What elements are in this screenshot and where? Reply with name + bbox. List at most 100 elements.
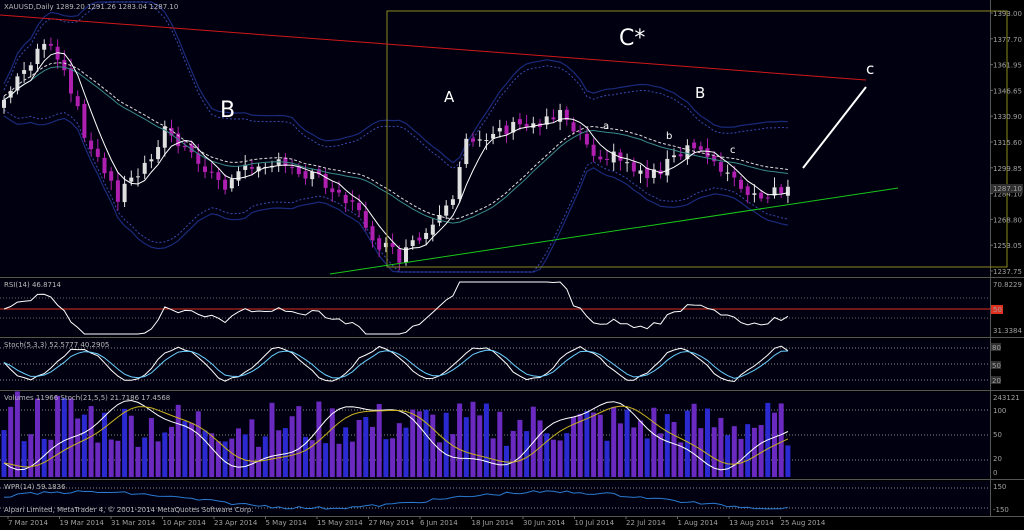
volume-bar xyxy=(591,412,597,477)
wave-label-C-star: C* xyxy=(619,26,645,51)
volume-bar xyxy=(550,439,556,477)
volume-bar xyxy=(631,427,637,477)
volume-bar xyxy=(725,435,731,477)
volume-bar xyxy=(571,416,576,477)
volume-bar xyxy=(128,415,134,477)
candle-body xyxy=(256,166,261,172)
candle-body xyxy=(484,140,489,142)
price-axis-label: 1346.65 xyxy=(993,87,1022,95)
candle-body xyxy=(497,128,502,132)
candle-body xyxy=(752,193,757,195)
wave-label-c-big: c xyxy=(866,60,874,78)
volume-bar xyxy=(383,439,389,477)
time-axis-label: 6 Jun 2014 xyxy=(420,519,458,527)
volume-bar xyxy=(236,428,241,477)
candle-body xyxy=(424,232,429,239)
candle-body xyxy=(718,161,723,172)
volume-bar xyxy=(597,414,603,477)
wave-label-a-small: a xyxy=(603,121,609,132)
volume-bar xyxy=(249,419,255,477)
volume-bar xyxy=(544,433,550,477)
candle-body xyxy=(357,202,362,211)
cci-panel[interactable] xyxy=(0,481,990,515)
support-trendline[interactable] xyxy=(329,187,899,275)
stoch-tag-20: 20 xyxy=(992,377,1001,385)
volume-bar xyxy=(102,412,107,477)
candle-body xyxy=(739,179,743,189)
candle-body xyxy=(504,125,509,135)
volume-bar xyxy=(135,446,141,477)
wave-label-A: A xyxy=(444,88,455,106)
candle-body xyxy=(363,211,368,228)
candle-body xyxy=(249,166,254,169)
candle-body xyxy=(189,144,194,153)
watermark: Alpari Limited, MetaTrader 4, © 2001-201… xyxy=(4,506,254,514)
candle-body xyxy=(779,187,784,194)
volume-bar xyxy=(142,437,148,477)
price-axis-label: 1253.05 xyxy=(993,242,1022,250)
volume-bar xyxy=(698,428,704,477)
volume-bar xyxy=(778,403,784,477)
volume-bar xyxy=(75,418,81,477)
volume-bar xyxy=(678,442,684,477)
volume-bar xyxy=(28,434,34,477)
volume-bar xyxy=(148,418,154,477)
volume-bar xyxy=(182,421,188,477)
volume-bar xyxy=(215,441,221,477)
candle-body xyxy=(48,43,53,46)
wave-box[interactable] xyxy=(386,10,1008,268)
candle-body xyxy=(75,96,80,107)
rsi-axis-top: 70.8229 xyxy=(993,281,1022,289)
candle-body xyxy=(772,187,777,196)
candle-body xyxy=(2,99,6,108)
candle-body xyxy=(350,200,355,202)
volume-bar xyxy=(477,415,483,477)
candle-body xyxy=(558,109,563,122)
wave-label-B-right: B xyxy=(695,84,705,102)
volume-bar xyxy=(705,408,710,477)
volume-bar xyxy=(122,408,128,477)
projection-arrow-line[interactable] xyxy=(802,86,867,169)
candle-body xyxy=(591,144,596,156)
candle-body xyxy=(531,123,536,128)
grid-lines xyxy=(0,297,990,509)
price-axis-label: 1393.00 xyxy=(993,10,1022,18)
candle-body xyxy=(571,122,576,132)
volume-bar xyxy=(376,403,382,477)
candle-body xyxy=(316,169,321,175)
volume-axis-20: 20 xyxy=(993,455,1002,463)
volume-axis-max: 243121 xyxy=(993,394,1020,402)
stoch-tag-bg xyxy=(991,343,1001,351)
candle-body xyxy=(390,243,395,247)
volume-bar xyxy=(209,433,215,477)
candle-body xyxy=(672,155,676,158)
candle-body xyxy=(102,157,107,174)
time-axis-label: 22 Jul 2014 xyxy=(626,519,666,527)
volume-bar xyxy=(785,445,791,477)
volume-bar xyxy=(504,445,509,477)
volume-bar xyxy=(195,411,201,477)
wave-label-b-small: b xyxy=(666,131,672,142)
volume-bar xyxy=(738,438,744,477)
candle-body xyxy=(417,237,422,241)
candle-body xyxy=(705,148,710,157)
volume-axis-50: 50 xyxy=(993,431,1002,439)
candle-body xyxy=(330,188,335,193)
rsi-level-tag-bg xyxy=(991,305,1003,314)
candle-body xyxy=(343,194,348,204)
resistance-trendline[interactable] xyxy=(0,14,867,81)
candle-body xyxy=(310,171,315,180)
candle-body xyxy=(605,159,609,161)
candle-body xyxy=(209,171,214,173)
volume-bar xyxy=(745,424,751,477)
rsi-panel[interactable] xyxy=(0,279,990,336)
candle-body xyxy=(685,145,690,160)
stoch-tag-80: 80 xyxy=(992,344,1001,352)
volume-bar xyxy=(463,417,469,477)
wpr-line xyxy=(3,490,789,510)
volume-bar xyxy=(638,420,643,477)
stoch-tag-50: 50 xyxy=(992,362,1001,370)
volume-bar xyxy=(644,438,650,477)
